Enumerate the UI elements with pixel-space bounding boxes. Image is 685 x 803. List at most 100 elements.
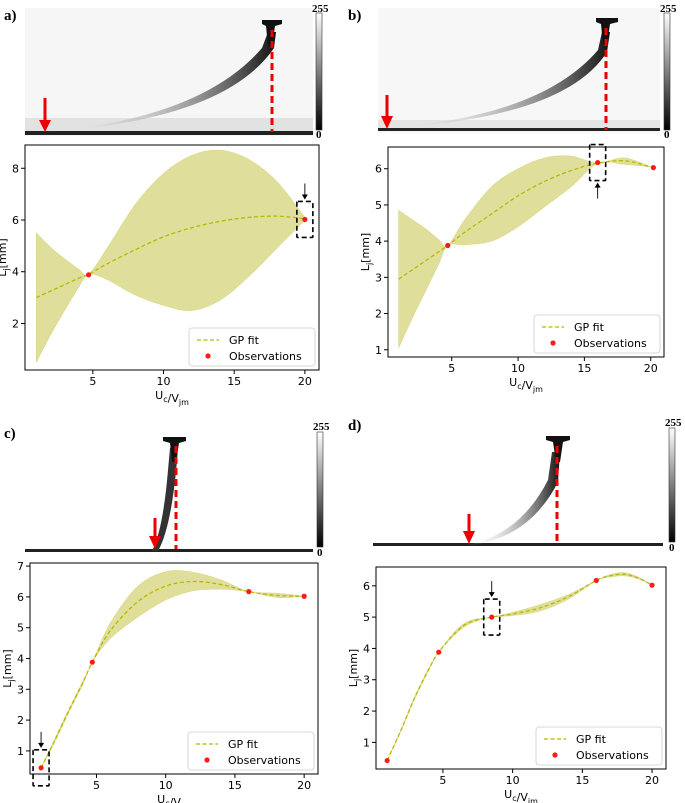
legend-obs-swatch-b	[550, 340, 556, 346]
axes-frame-d	[375, 566, 667, 770]
y-tick-label-c: 7	[17, 560, 24, 573]
colorbar-a-max: 255	[312, 3, 329, 15]
annotation-arrow-a	[301, 183, 308, 200]
panel-label-d: d)	[348, 418, 361, 434]
legend-b: GP fit Observations	[533, 314, 661, 354]
plot-a: 5 10 15 20 2 4 6 8 Uc/Vjm Lj[mm] GP fit Observation…	[0, 144, 320, 407]
x-tick-label-b: 20	[644, 362, 658, 375]
jet-image-d	[373, 430, 663, 548]
y-axis-label-d: Lj[mm]	[347, 649, 362, 687]
y-tick-label-b: 2	[375, 308, 382, 321]
gp-fit-line-b	[398, 159, 651, 280]
plot-b: 5 10 15 20 1 2 3 4 5 6 Uc/Vjm Lj[mm] GP fit Observati…	[359, 143, 665, 394]
colorbar-b-min: 0	[664, 129, 670, 141]
legend-fit-label-d: GP fit	[576, 733, 607, 746]
y-tick-label-a: 2	[12, 317, 19, 330]
y-tick-label-b: 1	[375, 344, 382, 357]
y-tick-label-c: 2	[17, 714, 24, 727]
colorbar-d-min: 0	[669, 542, 675, 554]
observation-point-a	[86, 272, 92, 278]
x-tick-label-a: 20	[298, 375, 312, 388]
observation-point-c	[38, 765, 44, 771]
legend-obs-swatch-d	[552, 752, 558, 758]
legend-obs-label-c: Observations	[228, 754, 301, 767]
axes-frame-a	[24, 144, 320, 371]
x-tick-label-b: 5	[448, 362, 455, 375]
x-tick-label-c: 5	[93, 779, 100, 792]
plot-d: 5 10 15 20 1 2 3 4 5 6 Uc/Vjm Lj[mm] GP fit Observati…	[347, 566, 667, 803]
observation-point-d	[593, 577, 599, 584]
y-tick-label-b: 5	[375, 199, 382, 212]
x-tick-label-a: 10	[157, 375, 171, 388]
panel-label-c: c)	[4, 426, 16, 442]
y-tick-label-a: 6	[12, 214, 19, 227]
legend-obs-label-b: Observations	[574, 337, 647, 350]
y-tick-label-d: 1	[363, 736, 370, 749]
jet-image-a	[25, 8, 313, 136]
colorbar-b: 255 0	[660, 3, 677, 141]
annotation-arrow-d	[488, 581, 495, 598]
observation-point-a	[302, 216, 308, 223]
jet-image-c	[25, 432, 313, 554]
x-tick-label-a: 5	[89, 375, 96, 388]
gp-fit-line-d	[386, 573, 653, 761]
legend-obs-swatch-a	[205, 353, 211, 359]
colorbar-c-min: 0	[317, 547, 323, 559]
y-axis-label-a: Lj[mm]	[0, 238, 11, 276]
gp-fit-line-a	[36, 215, 305, 299]
x-tick-label-c: 10	[159, 779, 173, 792]
axes-frame-b	[387, 146, 665, 358]
legend-obs-label-d: Observations	[576, 749, 649, 762]
panel-label-b: b)	[348, 8, 361, 24]
x-tick-label-b: 10	[511, 362, 525, 375]
colorbar-a-min: 0	[316, 129, 322, 141]
x-tick-label-c: 15	[228, 779, 242, 792]
x-axis-label-a: Uc/Vjm	[155, 389, 189, 407]
observation-point-d	[649, 582, 655, 588]
observation-point-b	[445, 242, 451, 249]
x-tick-label-d: 10	[506, 774, 520, 787]
colorbar-b-max: 255	[660, 3, 677, 15]
observation-point-c	[246, 589, 252, 595]
x-axis-label-c: Uc/Vjm	[157, 793, 191, 803]
legend-a: GP fit Observations	[188, 327, 316, 367]
y-tick-label-c: 3	[17, 683, 24, 696]
plot-c: 5 10 15 20 1 2 3 4 5 6 7 Uc/Vjm Lj[mm] GP fit Observat…	[1, 560, 319, 803]
y-tick-label-b: 4	[375, 235, 382, 248]
jet-image-b	[378, 8, 660, 133]
y-tick-label-a: 8	[12, 162, 19, 175]
axes-frame-c	[29, 562, 319, 775]
y-tick-label-c: 4	[17, 652, 24, 665]
x-tick-label-d: 15	[575, 774, 589, 787]
y-tick-label-b: 6	[375, 163, 382, 176]
observation-point-b	[595, 159, 601, 166]
legend-fit-label-b: GP fit	[574, 321, 605, 334]
observation-point-d	[384, 757, 390, 764]
y-tick-label-c: 1	[17, 745, 24, 758]
observation-point-b	[650, 165, 656, 171]
y-tick-label-d: 5	[363, 611, 370, 624]
legend-obs-label-a: Observations	[229, 350, 302, 363]
y-tick-label-a: 4	[12, 266, 19, 279]
legend-fit-label-a: GP fit	[229, 334, 260, 347]
colorbar-c-max: 255	[313, 421, 330, 433]
legend-obs-swatch-c	[204, 757, 210, 763]
colorbar-c: 255 0	[313, 421, 330, 559]
y-axis-label-b: Lj[mm]	[359, 233, 374, 271]
colorbar-a: 255 0	[312, 3, 329, 141]
x-tick-label-d: 5	[439, 774, 446, 787]
highlight-box-a	[296, 200, 314, 239]
x-axis-label-b: Uc/Vjm	[509, 376, 543, 394]
legend-c: GP fit Observations	[187, 731, 315, 771]
y-tick-label-d: 3	[363, 674, 370, 687]
x-tick-label-c: 20	[297, 779, 311, 792]
highlight-box-b	[588, 143, 607, 182]
observation-point-c	[89, 659, 95, 665]
legend-fit-label-c: GP fit	[228, 738, 259, 751]
annotation-arrow-b	[594, 182, 601, 199]
colorbar-d: 255 0	[665, 417, 682, 554]
x-tick-label-d: 20	[645, 774, 659, 787]
y-tick-label-d: 6	[363, 580, 370, 593]
